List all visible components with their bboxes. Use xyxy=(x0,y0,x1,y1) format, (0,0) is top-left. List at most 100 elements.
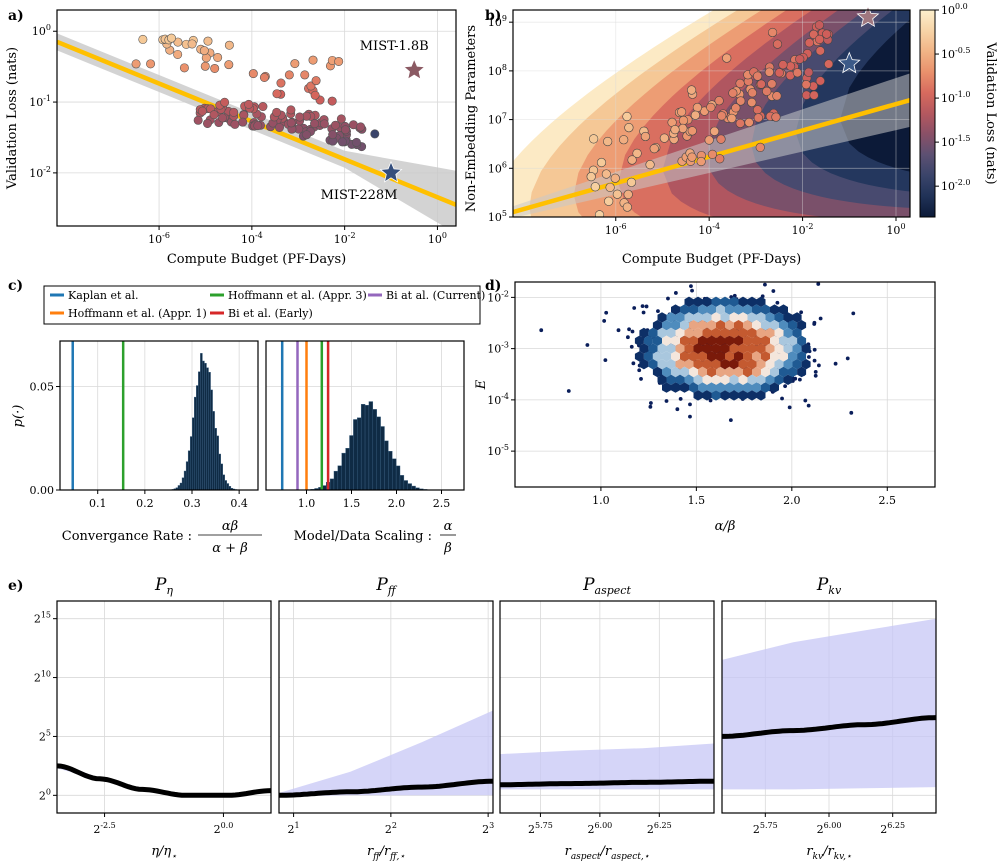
data-point xyxy=(845,356,850,361)
data-point xyxy=(311,76,321,86)
hexbin-cell xyxy=(662,335,671,346)
data-point xyxy=(815,46,825,56)
hexbin-cell xyxy=(698,366,707,378)
data-point xyxy=(687,126,697,136)
data-point xyxy=(675,407,680,412)
data-point xyxy=(753,71,763,81)
hexbin-cell xyxy=(702,312,712,323)
hexbin-cell xyxy=(698,304,707,315)
hexbin-cell xyxy=(693,359,703,370)
histogram-bar xyxy=(218,453,221,490)
legend-item: Bi et al. (Early) xyxy=(228,307,313,320)
data-point xyxy=(666,296,670,301)
panel-a-plot xyxy=(57,10,456,226)
y-tick-label: 20 xyxy=(39,787,51,802)
hexbin-cell xyxy=(662,366,671,378)
x-tick-label: 22 xyxy=(385,821,397,836)
histogram-bar xyxy=(388,451,393,490)
data-point xyxy=(772,91,782,101)
hexbin-cell xyxy=(725,351,734,362)
data-point xyxy=(166,33,176,43)
data-point xyxy=(815,76,825,86)
x-tick-label: 2.0 xyxy=(388,497,406,510)
histogram-bar xyxy=(198,371,201,490)
x-tick-label: 2.0 xyxy=(783,494,801,507)
hexbin-cell xyxy=(765,374,775,385)
data-point xyxy=(806,403,811,408)
data-point xyxy=(795,54,805,64)
histogram-bar xyxy=(220,463,223,490)
hexbin-cell xyxy=(734,366,743,378)
data-point xyxy=(310,119,320,129)
data-point xyxy=(704,135,714,145)
panel-e3-xlabel: rkv/rkv,⋆ xyxy=(806,844,852,862)
hexbin-cell xyxy=(684,296,694,307)
hexbin-cell xyxy=(693,374,703,385)
panel-d-frame xyxy=(514,281,936,488)
hexbin-cell xyxy=(797,351,807,362)
hexbin-cell xyxy=(761,304,770,315)
mean-line xyxy=(500,778,714,788)
data-point xyxy=(774,68,784,78)
data-point xyxy=(747,88,757,98)
histogram-bar xyxy=(372,409,377,490)
hexbin-cell xyxy=(693,312,703,323)
hexbin-cell xyxy=(747,374,757,385)
data-point xyxy=(632,148,642,158)
hexbin-cell xyxy=(657,312,667,323)
data-point xyxy=(659,133,669,143)
mist-1.8b-label: MIST-1.8B xyxy=(360,39,429,54)
hexbin-cell xyxy=(657,327,667,339)
histogram-bar xyxy=(200,353,203,490)
panel-c-label: c) xyxy=(8,278,23,294)
data-point xyxy=(793,376,798,381)
hexbin-cell xyxy=(671,382,680,393)
histogram-bar xyxy=(380,426,385,490)
x-tick-label: 100 xyxy=(886,222,905,237)
x-tick-label: 25.75 xyxy=(528,821,553,836)
hexbin-cell xyxy=(788,366,798,378)
data-point xyxy=(610,173,620,183)
data-point xyxy=(764,67,774,77)
hexbin-cell xyxy=(774,359,784,370)
hexbin-cell xyxy=(720,343,730,354)
data-point xyxy=(585,343,590,347)
hexbin-cell xyxy=(671,366,680,378)
panel-e1-frame xyxy=(278,600,494,814)
hexbin-cell xyxy=(689,304,698,315)
hexbin-cell xyxy=(747,359,757,370)
data-point xyxy=(603,136,613,147)
panel-b-ylabel: Non-Embedding Parameters xyxy=(464,25,479,212)
data-point xyxy=(812,347,817,352)
hexbin-cell xyxy=(792,327,802,339)
hexbin-cell xyxy=(680,304,689,315)
hexbin-cell xyxy=(747,296,757,307)
data-point xyxy=(586,172,596,182)
hexbin-cell xyxy=(738,343,748,354)
x-tick-label: 23 xyxy=(482,821,494,836)
x-tick-label: 0.4 xyxy=(230,497,248,510)
x-tick-label: 26.00 xyxy=(817,821,842,836)
hexbin-cell xyxy=(684,312,694,323)
y-tick-label: 10-3 xyxy=(487,341,509,356)
data-point xyxy=(258,102,268,112)
hexbin-cell xyxy=(711,359,721,370)
x-tick-label: 10-6 xyxy=(605,222,627,237)
data-point xyxy=(728,418,733,423)
x-tick-label: 0.3 xyxy=(183,497,201,510)
data-point xyxy=(274,122,284,132)
colorbar xyxy=(919,9,936,218)
data-point xyxy=(814,34,825,44)
histogram-bar xyxy=(210,389,213,490)
data-point xyxy=(812,358,817,363)
data-point xyxy=(706,102,716,112)
data-point xyxy=(806,355,811,359)
data-point xyxy=(625,335,630,340)
hexbin-cell xyxy=(729,312,739,323)
hexbin-cell xyxy=(774,343,784,354)
y-tick-label: 10-1 xyxy=(29,94,51,109)
data-point xyxy=(708,398,713,403)
x-tick-label: 21 xyxy=(288,821,300,836)
hexbin-cell xyxy=(702,374,712,385)
